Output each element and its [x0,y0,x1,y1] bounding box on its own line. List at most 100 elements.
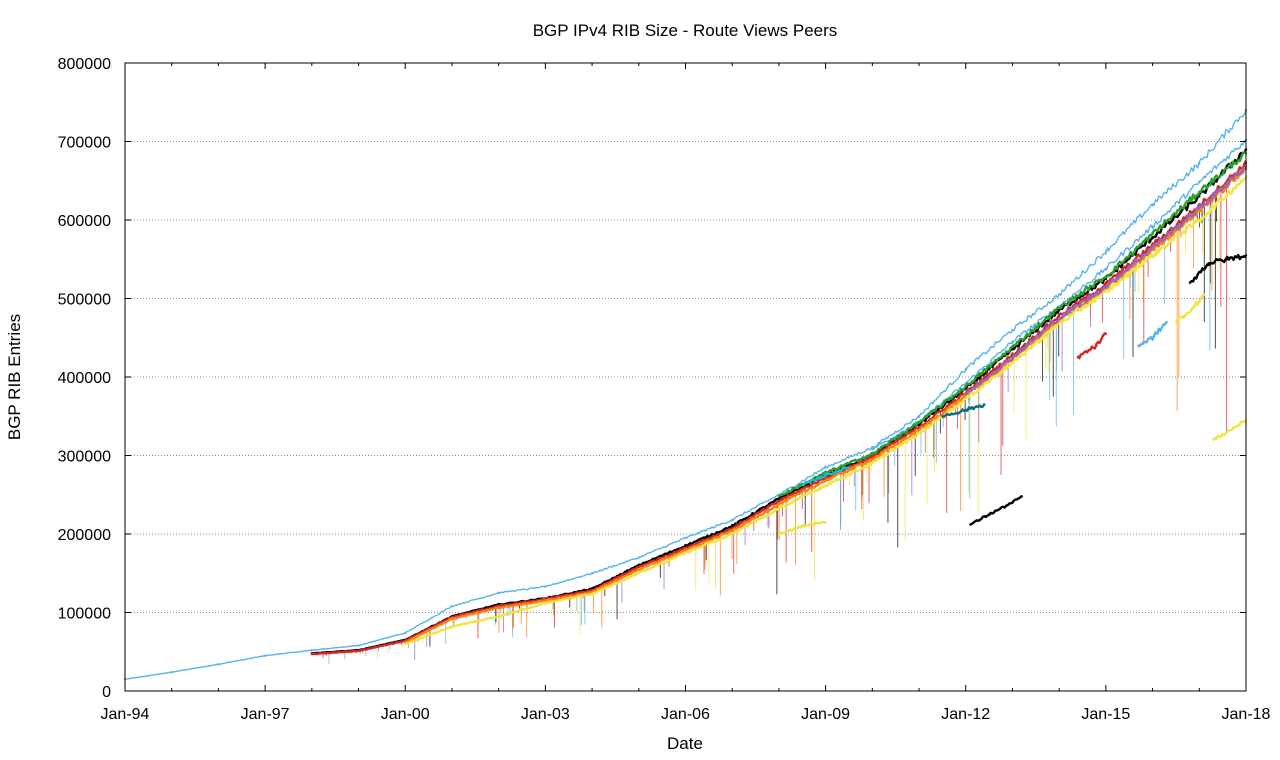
y-tick-label: 700000 [58,135,111,152]
series-line [404,176,1247,646]
data-point [777,497,781,500]
data-point [777,495,781,498]
series-main-peers-yellow [404,175,1248,646]
data-point [1193,305,1196,308]
data-point [824,473,827,477]
data-point [1207,261,1210,265]
data-point [637,568,640,571]
data-point [637,572,640,575]
chart-title: BGP IPv4 RIB Size - Route Views Peers [533,21,838,40]
x-tick-label: Jan-97 [241,706,290,723]
series-black-low-2012 [969,495,1023,526]
data-point [1137,344,1140,347]
series-line [941,403,986,419]
data-point [497,591,500,595]
data-point [544,599,547,602]
data-point [801,524,804,528]
data-point [404,642,407,646]
data-point [1198,181,1201,184]
data-point [917,421,921,424]
data-point [731,532,734,536]
data-point [1057,322,1061,325]
data-point [1011,348,1014,351]
series-yellow-low-2018 [1212,418,1248,441]
data-point [1020,495,1023,498]
x-tick-label: Jan-94 [101,706,150,723]
series-yellow-low-2017 [1174,293,1206,324]
data-point [544,585,547,588]
data-point [1057,293,1061,296]
data-point [731,518,734,522]
data-point [969,523,972,526]
data-point [1057,316,1061,320]
y-tick-label: 600000 [58,213,111,230]
x-tick-label: Jan-09 [801,706,850,723]
data-point [1104,250,1108,253]
series-line [404,166,1247,644]
x-axis: Jan-94 Jan-97 Jan-00 Jan-03 Jan-06 Jan-09 Jan-… [101,63,1271,723]
data-point [1104,291,1108,294]
data-point [917,432,921,435]
y-tick-label: 300000 [58,449,111,466]
data-point [1104,267,1108,270]
series-yellow-low-2008 [777,520,827,536]
data-point [497,615,500,618]
data-point [824,466,827,469]
data-point [357,649,360,653]
y-axis-title: BGP RIB Entries [5,314,24,440]
data-point [731,524,734,528]
data-point [731,529,734,533]
series-dark-teal-segment [941,403,986,419]
data-point [1104,283,1108,286]
series-main-peers-orange [404,166,1248,644]
data-point [1011,501,1014,504]
data-point [1011,361,1014,365]
series-red-low-2014 [1076,331,1108,360]
data-point [1011,340,1014,343]
data-point [987,513,991,516]
x-axis-title: Date [667,734,703,753]
x-tick-label: Jan-18 [1222,706,1271,723]
data-point [497,606,500,609]
data-point [941,415,944,418]
data-point [1076,356,1080,359]
data-point [450,625,454,628]
data-point [871,448,874,451]
x-tick-label: Jan-03 [521,706,570,723]
data-point [1151,225,1154,228]
drop-spikes [322,181,1228,664]
data-point [1095,344,1098,347]
series-line [124,109,1247,680]
data-point [450,617,454,620]
data-point [1188,281,1192,284]
data-point [1057,309,1061,312]
data-point [824,484,827,487]
data-point [871,455,874,459]
grid-lines [125,141,1246,613]
data-point [964,367,967,371]
series-line [1076,331,1107,360]
series-teal-segment [801,466,851,487]
data-point [1198,207,1201,210]
series-line [1175,293,1205,322]
data-point [1104,332,1108,336]
series-line [1189,253,1247,284]
x-tick-label: Jan-00 [381,706,430,723]
data-point [684,544,687,547]
series-main-peers-black [310,148,1248,655]
data-point [1011,328,1014,332]
data-point [983,403,986,406]
y-tick-label: 100000 [58,606,111,623]
y-tick-label: 200000 [58,527,111,544]
series-line [970,495,1023,526]
y-tick-label: 400000 [58,370,111,387]
x-tick-label: Jan-12 [941,706,990,723]
data-point [1165,320,1168,324]
data-point [590,592,594,595]
data-point [871,452,874,456]
data-point [777,502,781,506]
data-point [964,393,967,396]
data-point [170,670,173,674]
data-point [964,397,967,401]
